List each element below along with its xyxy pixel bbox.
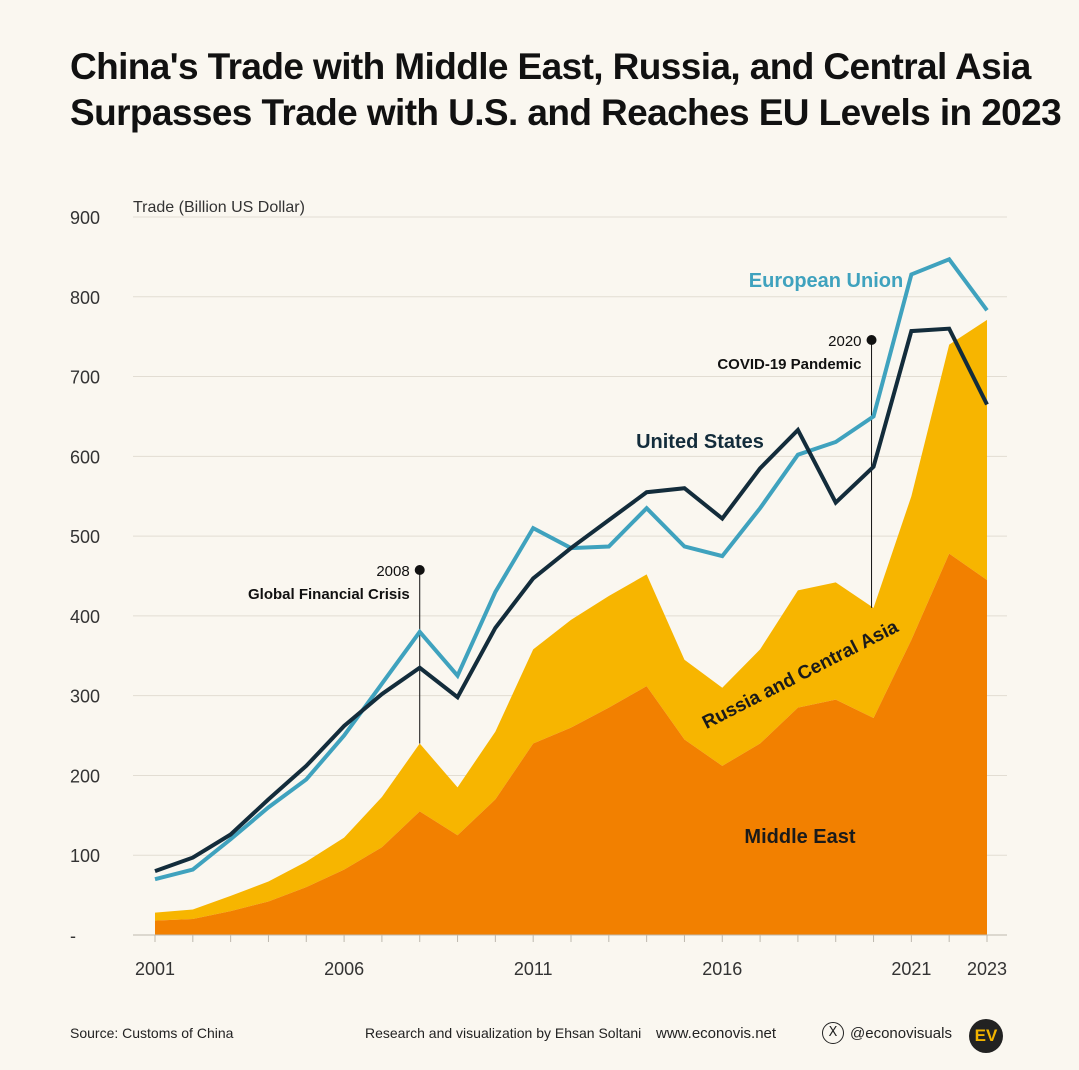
area-middle-east (155, 553, 987, 935)
chart-title: China's Trade with Middle East, Russia, … (70, 44, 1062, 136)
website-link[interactable]: www.econovis.net (656, 1025, 777, 1042)
x-logo-icon: X (822, 1022, 844, 1044)
annotation-label-2008: Global Financial Crisis (248, 586, 410, 603)
econovis-logo-icon: EV (969, 1019, 1003, 1053)
line-united-states (154, 326, 989, 874)
annotation-dot-2008 (414, 565, 425, 575)
annotation-year-2020: 2020 (828, 333, 861, 350)
x-tick-label-2016: 2016 (702, 959, 742, 979)
y-tick-label-300: 300 (70, 687, 100, 707)
area-russia-central-asia (155, 319, 987, 921)
y-tick-label-0: - (70, 926, 76, 946)
x-tick-label-2023: 2023 (967, 959, 1007, 979)
y-tick-label-100: 100 (70, 846, 100, 866)
social-handle[interactable]: @econovisuals (850, 1025, 952, 1042)
series-label-european-union: European Union (749, 270, 903, 292)
y-tick-label-400: 400 (70, 607, 100, 627)
y-axis-label: Trade (Billion US Dollar) (133, 199, 305, 216)
x-tick-label-2006: 2006 (324, 959, 364, 979)
chart-title-line-1: China's Trade with Middle East, Russia, … (70, 46, 1031, 87)
y-tick-label-900: 900 (70, 208, 100, 228)
annotation-label-2020: COVID-19 Pandemic (717, 356, 861, 373)
annotation-year-2008: 2008 (376, 563, 409, 580)
series-label-middle-east: Middle East (744, 826, 855, 848)
annotation-dot-2020 (866, 335, 877, 345)
y-tick-label-800: 800 (70, 288, 100, 308)
credit-text: Research and visualization by Ehsan Solt… (365, 1025, 642, 1041)
x-tick-label-2011: 2011 (514, 959, 553, 979)
y-tick-label-200: 200 (70, 766, 100, 786)
x-tick-label-2021: 2021 (891, 959, 931, 979)
y-tick-label-700: 700 (70, 368, 100, 388)
y-tick-label-500: 500 (70, 527, 100, 547)
series-label-united-states: United States (636, 431, 764, 453)
y-tick-label-600: 600 (70, 447, 100, 467)
chart-title-line-2: Surpasses Trade with U.S. and Reaches EU… (70, 92, 1062, 133)
x-tick-label-2001: 2001 (135, 959, 175, 979)
trade-chart: - 100 200 300 400 500 600 700 800 900 Trade (Billi… (70, 199, 1007, 979)
source-text: Source: Customs of China (70, 1025, 234, 1041)
